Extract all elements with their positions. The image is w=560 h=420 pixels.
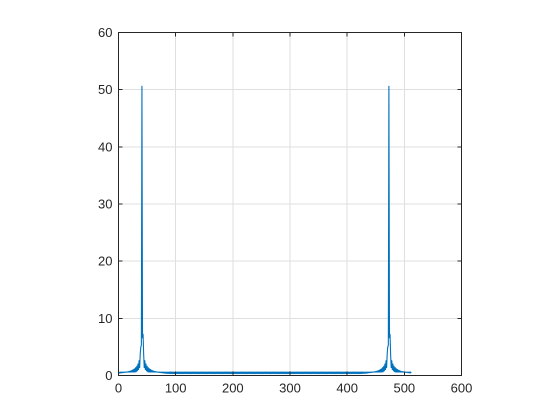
y-tick-label: 0 [105,368,112,383]
x-tick-label: 600 [451,381,473,396]
x-tick-label: 300 [279,381,301,396]
grid [118,32,462,376]
y-tick-label: 30 [98,197,112,212]
x-tick-label: 100 [165,381,187,396]
series-group [118,85,412,375]
x-tick-label: 200 [222,381,244,396]
x-tick-label: 400 [336,381,358,396]
x-tick-label: 0 [115,381,122,396]
y-tick-label: 10 [98,311,112,326]
tick-labels: 0 100 200 300 400 500 600 0 10 20 30 40 50 60 [98,25,472,396]
y-tick-label: 60 [98,25,112,40]
x-tick-label: 500 [393,381,415,396]
y-tick-label: 40 [98,139,112,154]
ticks [118,32,462,376]
spectrum-line [118,85,412,375]
y-tick-label: 50 [98,82,112,97]
y-tick-label: 20 [98,254,112,269]
